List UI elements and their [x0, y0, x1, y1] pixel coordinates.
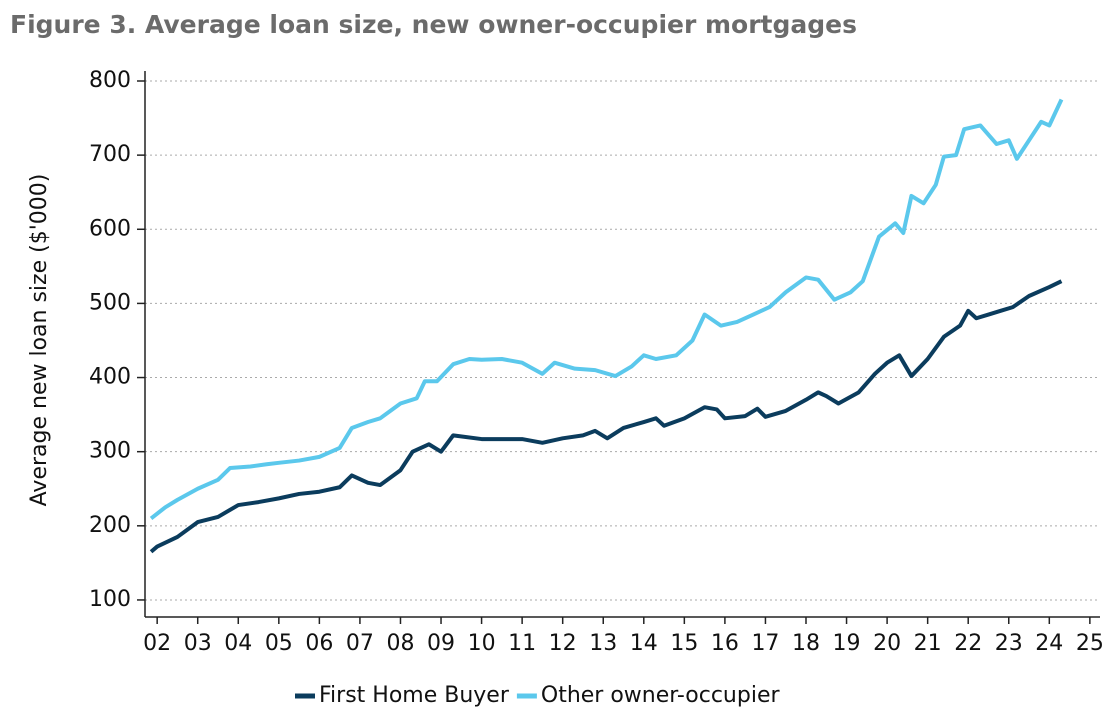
y-tick-label: 300 — [89, 439, 131, 464]
x-tick-label: 12 — [549, 631, 577, 656]
x-tick-label: 07 — [346, 631, 374, 656]
y-tick-label: 200 — [89, 513, 131, 538]
x-tick-label: 17 — [751, 631, 779, 656]
x-tick-label: 13 — [589, 631, 617, 656]
x-tick-label: 19 — [833, 631, 861, 656]
x-tick-label: 02 — [143, 631, 171, 656]
x-tick-label: 04 — [224, 631, 252, 656]
y-tick-label: 700 — [89, 142, 131, 167]
x-tick-label: 21 — [914, 631, 942, 656]
chart-title: Figure 3. Average loan size, new owner-o… — [10, 10, 857, 39]
x-tick-label: 16 — [711, 631, 739, 656]
y-tick-label: 800 — [89, 68, 131, 93]
x-tick-label: 15 — [670, 631, 698, 656]
x-tick-label: 20 — [873, 631, 901, 656]
x-tick-label: 10 — [468, 631, 496, 656]
x-tick-label: 23 — [995, 631, 1023, 656]
y-tick-label: 400 — [89, 365, 131, 390]
x-tick-label: 24 — [1035, 631, 1063, 656]
series-line — [149, 279, 1063, 554]
series-line — [149, 98, 1064, 520]
x-tick-label: 18 — [792, 631, 820, 656]
x-tick-label: 14 — [630, 631, 658, 656]
y-tick-label: 500 — [89, 290, 131, 315]
x-tick-label: 25 — [1076, 631, 1104, 656]
legend-label: First Home Buyer — [319, 683, 510, 708]
x-tick-label: 09 — [427, 631, 455, 656]
x-tick-label: 03 — [184, 631, 212, 656]
x-tick-label: 11 — [508, 631, 536, 656]
x-tick-label: 06 — [305, 631, 333, 656]
y-axis-label: Average new loan size ($'000) — [27, 174, 52, 507]
y-tick-label: 100 — [89, 587, 131, 612]
y-tick-label: 600 — [89, 216, 131, 241]
x-tick-label: 08 — [386, 631, 414, 656]
x-tick-label: 05 — [265, 631, 293, 656]
x-tick-label: 22 — [954, 631, 982, 656]
legend-label: Other owner-occupier — [541, 683, 781, 708]
